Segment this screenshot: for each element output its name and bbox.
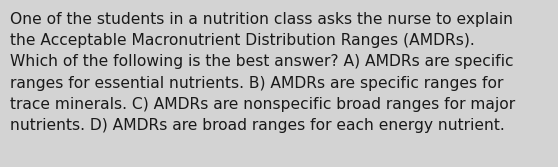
Text: One of the students in a nutrition class asks the nurse to explain
the Acceptabl: One of the students in a nutrition class… — [10, 12, 515, 133]
